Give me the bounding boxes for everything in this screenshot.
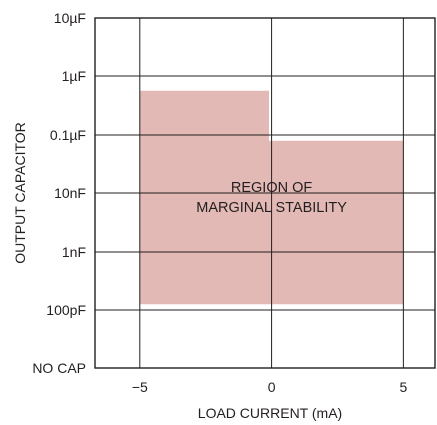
- y-tick-label: 1nF: [62, 244, 86, 260]
- y-tick-labels: NO CAP 100pF 1nF 10nF 0.1µF 1µF 10µF: [32, 10, 86, 376]
- x-axis-title: LOAD CURRENT (mA): [198, 405, 342, 421]
- x-tick-label: 5: [399, 379, 407, 395]
- y-tick-label: 1µF: [62, 68, 86, 84]
- plot-frame: [94, 17, 436, 369]
- y-tick-label: 10µF: [54, 10, 86, 26]
- x-tick-label: −5: [132, 379, 148, 395]
- region-label-line1: REGION OF: [231, 180, 313, 196]
- y-tick-label: 100pF: [46, 302, 86, 318]
- y-tick-label: 0.1µF: [50, 127, 86, 143]
- x-tick-labels: −5 0 5: [132, 379, 408, 395]
- y-axis-title: OUTPUT CAPACITOR: [12, 122, 28, 264]
- x-tick-label: 0: [268, 379, 276, 395]
- y-tick-label: NO CAP: [32, 360, 86, 376]
- grid-layer: [95, 18, 435, 368]
- region-label-line2: MARGINAL STABILITY: [196, 200, 347, 216]
- annotation-layer: REGION OF MARGINAL STABILITY: [196, 180, 347, 216]
- y-tick-label: 10nF: [54, 185, 86, 201]
